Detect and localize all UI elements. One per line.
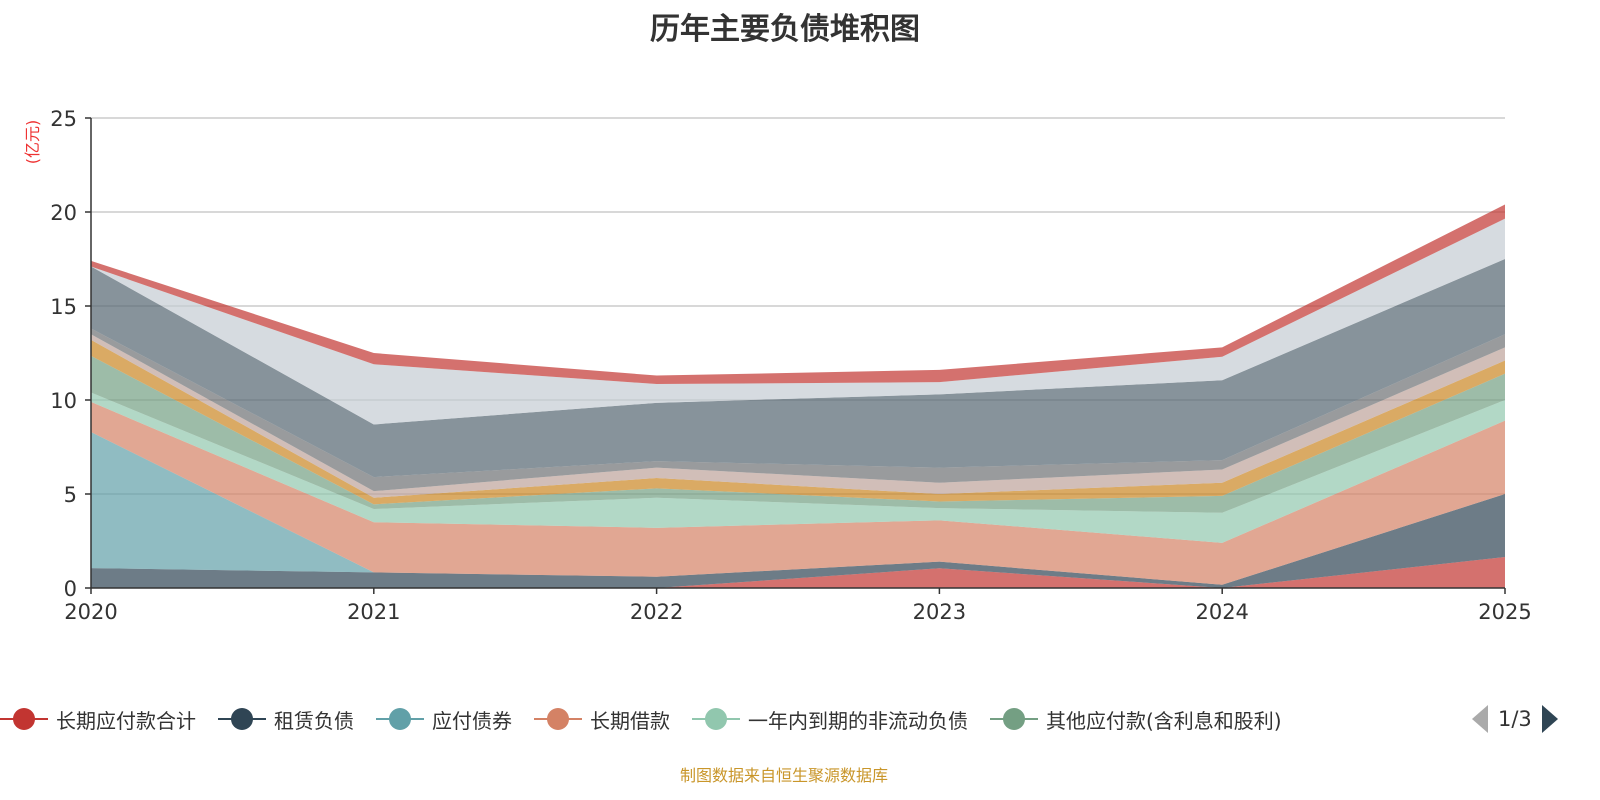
x-tick-label: 2024 [1195, 600, 1248, 624]
legend-next-arrow-icon[interactable] [1541, 705, 1558, 733]
area-series-5 [91, 392, 1505, 543]
legend-marker-icon [990, 707, 1038, 731]
area-series-4 [91, 401, 1505, 585]
legend-item[interactable]: 一年内到期的非流动负债 [692, 705, 968, 734]
x-tick-label: 2021 [347, 600, 400, 624]
x-tick-label: 2023 [913, 600, 966, 624]
y-tick-label: 10 [50, 389, 77, 413]
legend-item[interactable]: 应付债券 [376, 705, 512, 734]
legend-label: 其他应付款(含利息和股利) [1046, 708, 1282, 733]
legend-label: 租赁负债 [274, 708, 354, 733]
area-series [91, 204, 1505, 588]
area-series-10 [91, 259, 1505, 478]
legend-item[interactable]: 长期应付款合计 [0, 705, 196, 734]
y-axis-label: (亿元) [23, 120, 42, 165]
area-series-2 [91, 494, 1505, 588]
legend-marker-icon [692, 707, 740, 731]
legend-marker-icon [0, 707, 48, 731]
legend-marker-icon [218, 707, 266, 731]
area-series-11 [91, 218, 1505, 425]
legend-marker-icon [376, 707, 424, 731]
y-tick-label: 20 [50, 201, 77, 225]
y-tick-label: 0 [64, 577, 77, 601]
legend-item[interactable]: 长期借款 [534, 705, 670, 734]
legend-marker-icon [534, 707, 582, 731]
legend-page-indicator: 1/3 [1498, 707, 1532, 731]
legend-label: 长期应付款合计 [56, 708, 196, 733]
y-tick-label: 25 [50, 107, 77, 131]
data-source-footer: 制图数据来自恒生聚源数据库 [679, 766, 888, 785]
legend-item[interactable]: 其他应付款(含利息和股利) [990, 705, 1282, 734]
legend-label: 应付债券 [432, 708, 512, 733]
legend-prev-arrow-icon[interactable] [1472, 705, 1488, 733]
legend-label: 长期借款 [590, 708, 670, 733]
legend-pager: 1/3 [1472, 704, 1558, 734]
y-tick-label: 5 [64, 483, 77, 507]
legend: 长期应付款合计 租赁负债 应付债券 长期借款 一年内到期的非流动负债 其他应付款(含利息和… [0, 704, 1304, 734]
area-series-1 [91, 556, 1505, 588]
legend-item[interactable]: 租赁负债 [218, 705, 354, 734]
x-tick-label: 2022 [630, 600, 683, 624]
y-tick-label: 15 [50, 295, 77, 319]
legend-label: 一年内到期的非流动负债 [748, 708, 968, 733]
x-tick-label: 2025 [1478, 600, 1531, 624]
x-tick-label: 2020 [64, 600, 117, 624]
area-series-3 [91, 431, 1505, 585]
chart-title: 历年主要负债堆积图 [650, 12, 920, 47]
